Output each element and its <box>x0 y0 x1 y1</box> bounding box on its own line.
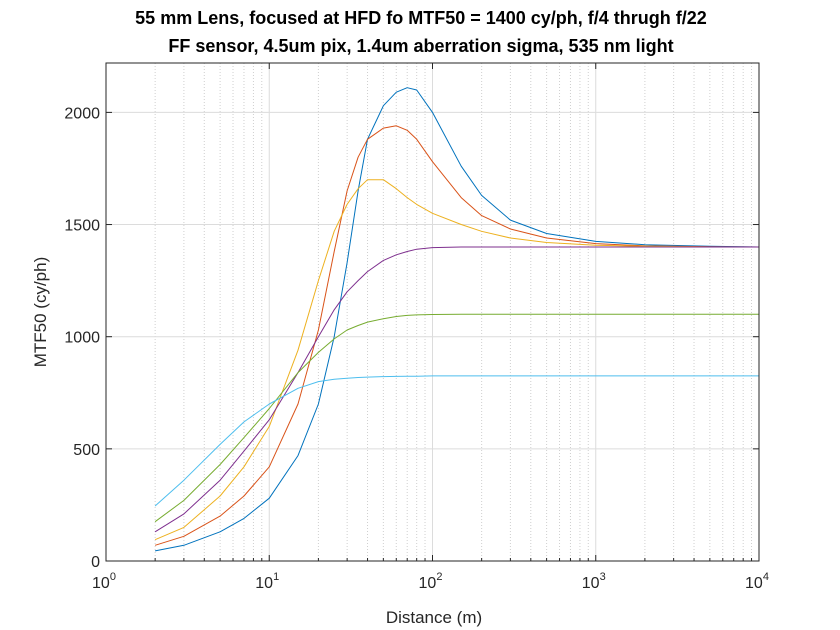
x-axis-label: Distance (m) <box>386 608 482 627</box>
x-tick-label: 102 <box>419 571 443 592</box>
x-tick-label-exponent: 3 <box>600 571 606 583</box>
chart-title-line-1: 55 mm Lens, focused at HFD fo MTF50 = 14… <box>135 8 707 28</box>
y-tick-label: 1000 <box>64 330 100 347</box>
series-line-6 <box>154 375 759 507</box>
x-tick-label-exponent: 2 <box>436 571 442 583</box>
x-tick-label-exponent: 1 <box>273 571 279 583</box>
x-tick-label: 101 <box>255 571 279 592</box>
x-tick-label-base: 10 <box>582 575 600 592</box>
x-tick-label: 104 <box>745 571 769 592</box>
x-tick-label-exponent: 4 <box>763 571 769 583</box>
y-tick-label: 0 <box>91 554 100 571</box>
x-tick-label-exponent: 0 <box>110 571 116 583</box>
series-line-2 <box>154 125 760 546</box>
x-tick-label: 100 <box>92 571 116 592</box>
y-tick-label: 1500 <box>64 218 100 235</box>
series-line-3 <box>154 179 759 541</box>
series-line-4 <box>154 246 759 533</box>
x-tick-label-base: 10 <box>745 575 763 592</box>
x-tick-label-base: 10 <box>255 575 273 592</box>
series-line-1 <box>155 87 760 552</box>
x-tick-label-base: 10 <box>419 575 437 592</box>
y-tick-label: 2000 <box>64 105 100 122</box>
series-line-5 <box>154 313 759 523</box>
y-axis-label: MTF50 (cy/ph) <box>31 257 50 368</box>
y-tick-label: 500 <box>73 442 100 459</box>
x-tick-label-base: 10 <box>92 575 110 592</box>
chart-title-line-2: FF sensor, 4.5um pix, 1.4um aberration s… <box>168 36 673 56</box>
x-tick-label: 103 <box>582 571 606 592</box>
